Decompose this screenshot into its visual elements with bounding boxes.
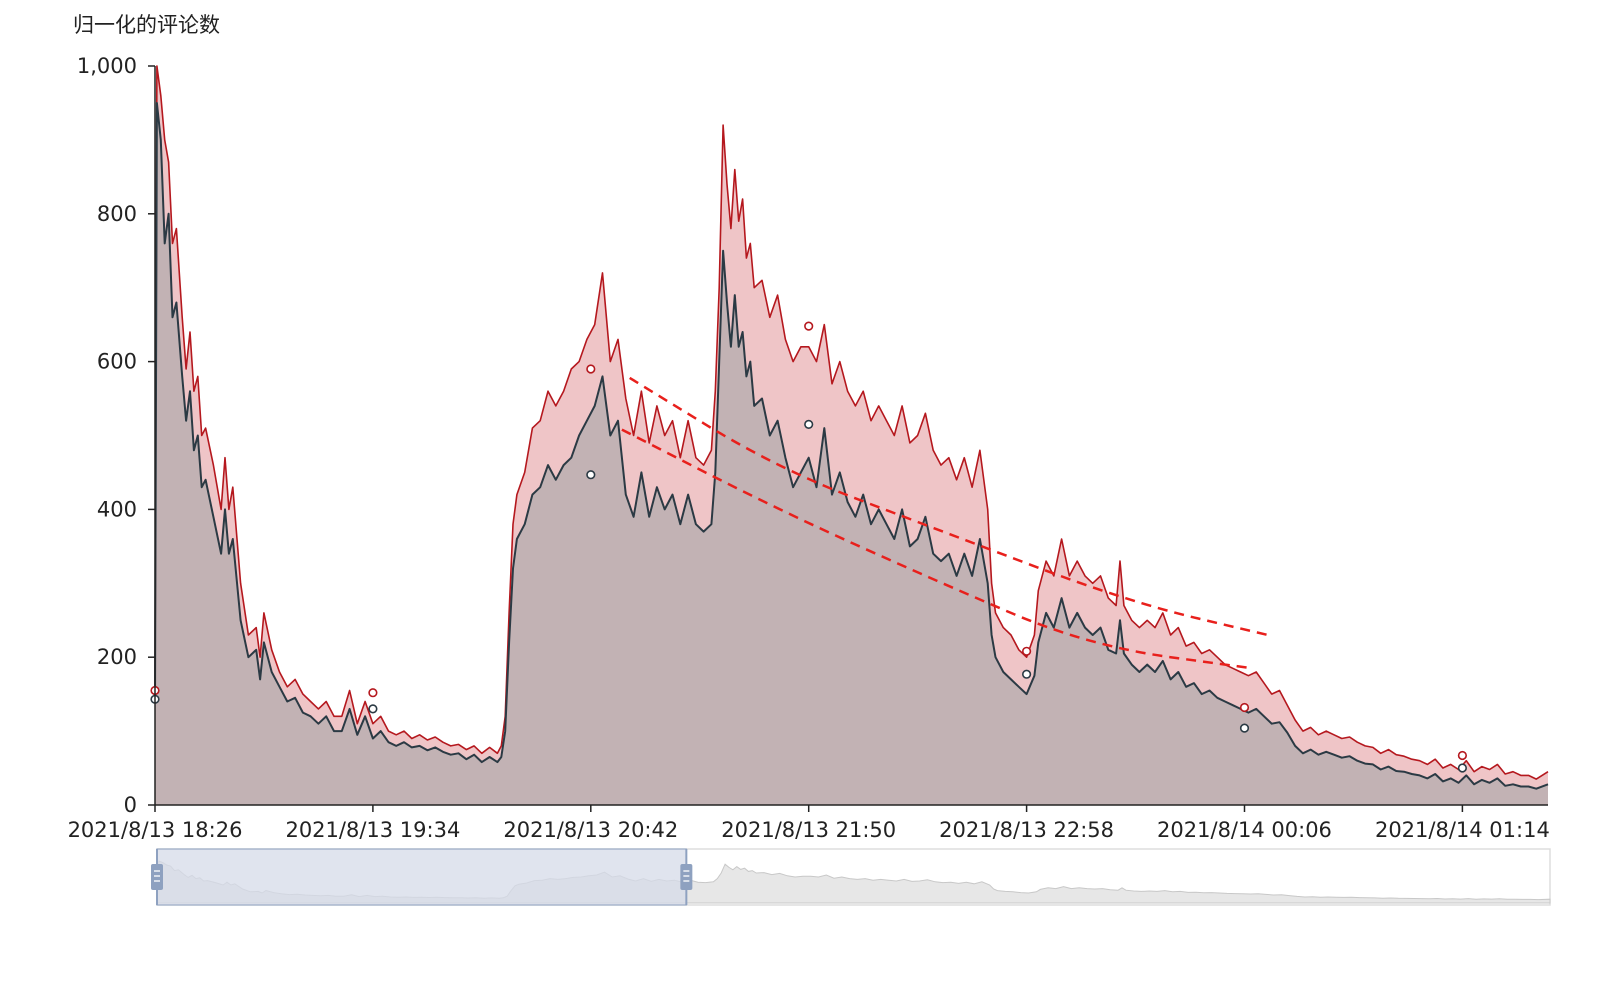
x-tick-label: 2021/8/13 19:34 <box>285 818 460 842</box>
zoom-slider[interactable] <box>151 848 1551 906</box>
y-tick-label: 400 <box>97 497 137 521</box>
y-tick-label: 200 <box>97 645 137 669</box>
marker-point <box>804 321 814 331</box>
marker-point <box>1021 669 1032 679</box>
zoom-window[interactable] <box>156 848 687 906</box>
y-tick-label: 600 <box>97 350 137 374</box>
y-tick-label: 0 <box>124 793 137 817</box>
y-tick-label: 800 <box>97 202 137 226</box>
axes <box>154 66 1548 806</box>
series-0-line <box>154 65 1549 780</box>
x-tick-label: 2021/8/14 00:06 <box>1157 818 1332 842</box>
trend-line-0 <box>629 376 1269 637</box>
zoom-handle-left[interactable] <box>151 864 163 890</box>
marker-point <box>1239 702 1250 713</box>
zoom-handle-right[interactable] <box>680 864 693 890</box>
marker-point <box>1021 646 1032 656</box>
marker-point <box>586 470 596 480</box>
series-0-area <box>155 66 1548 805</box>
series-1-line <box>154 102 1549 790</box>
marker-point <box>1457 763 1467 773</box>
trend-line-1 <box>621 428 1253 670</box>
marker-point <box>804 419 814 430</box>
x-tick-label: 2021/8/14 01:14 <box>1375 818 1550 842</box>
marker-point <box>586 364 596 374</box>
y-ticks: 0 200 400 600 800 1,000 <box>77 54 155 817</box>
x-ticks: 2021/8/13 18:26 2021/8/13 19:34 2021/8/13 … <box>68 805 1550 842</box>
series-1-area <box>155 103 1548 805</box>
x-tick-label: 2021/8/13 21:50 <box>721 818 896 842</box>
marker-point <box>1239 723 1250 733</box>
trend-lines <box>621 376 1269 670</box>
marker-point <box>1457 750 1467 761</box>
y-tick-label: 1,000 <box>77 54 137 78</box>
markers <box>150 321 1467 773</box>
x-tick-label: 2021/8/13 18:26 <box>68 818 243 842</box>
series-layer <box>154 65 1549 805</box>
x-tick-label: 2021/8/13 20:42 <box>503 818 678 842</box>
x-tick-label: 2021/8/13 22:58 <box>939 818 1114 842</box>
y-axis-label: 归一化的评论数 <box>73 13 220 37</box>
marker-point <box>368 688 378 698</box>
marker-point <box>368 704 378 714</box>
